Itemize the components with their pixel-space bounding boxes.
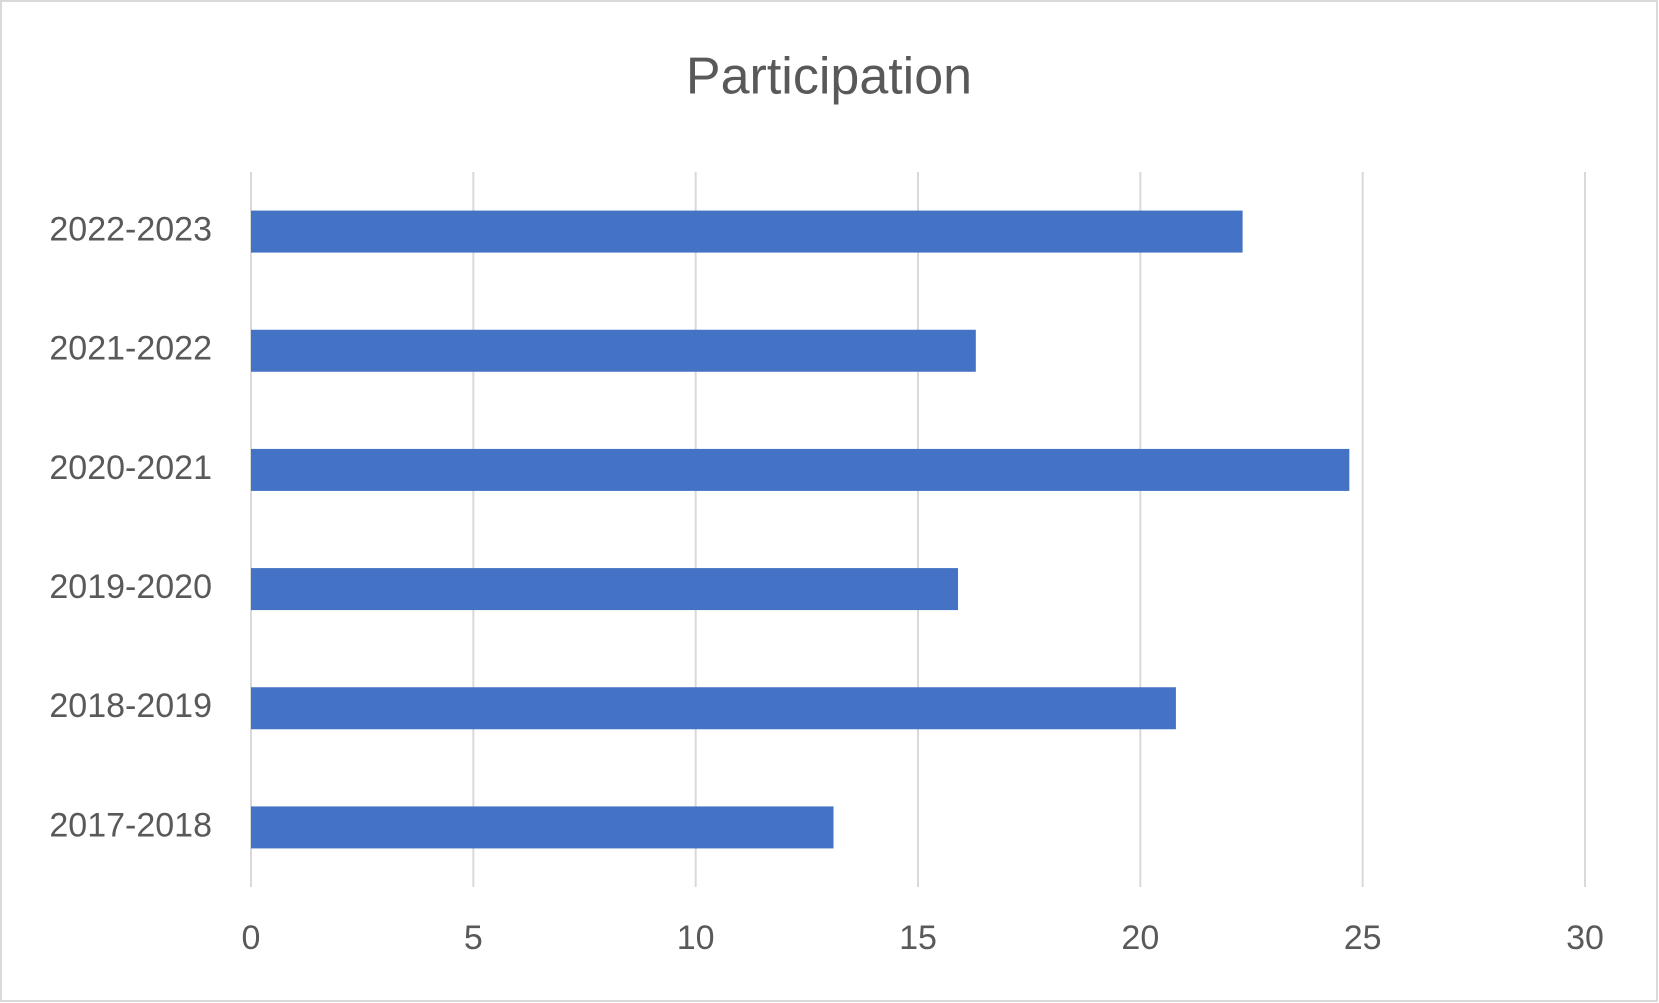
chart-title: Participation bbox=[686, 48, 972, 106]
y-tick-label: 2018-2019 bbox=[49, 687, 212, 725]
y-tick-label: 2021-2022 bbox=[49, 330, 212, 368]
y-tick-label: 2019-2020 bbox=[49, 568, 212, 606]
x-tick-label: 5 bbox=[464, 919, 483, 957]
bar bbox=[251, 448, 1350, 491]
x-tick-label: 15 bbox=[899, 919, 937, 957]
x-tick-label: 20 bbox=[1121, 919, 1159, 957]
bar bbox=[251, 210, 1243, 253]
x-tick-label: 30 bbox=[1566, 919, 1604, 957]
bar bbox=[251, 687, 1176, 730]
y-tick-label: 2020-2021 bbox=[49, 449, 212, 487]
bar bbox=[251, 568, 959, 611]
bar bbox=[251, 329, 976, 372]
y-tick-label: 2022-2023 bbox=[49, 211, 212, 249]
x-tick-label: 0 bbox=[242, 919, 261, 957]
y-tick-label: 2017-2018 bbox=[49, 806, 212, 844]
bar bbox=[251, 806, 834, 849]
x-tick-label: 25 bbox=[1344, 919, 1382, 957]
x-tick-label: 10 bbox=[677, 919, 715, 957]
